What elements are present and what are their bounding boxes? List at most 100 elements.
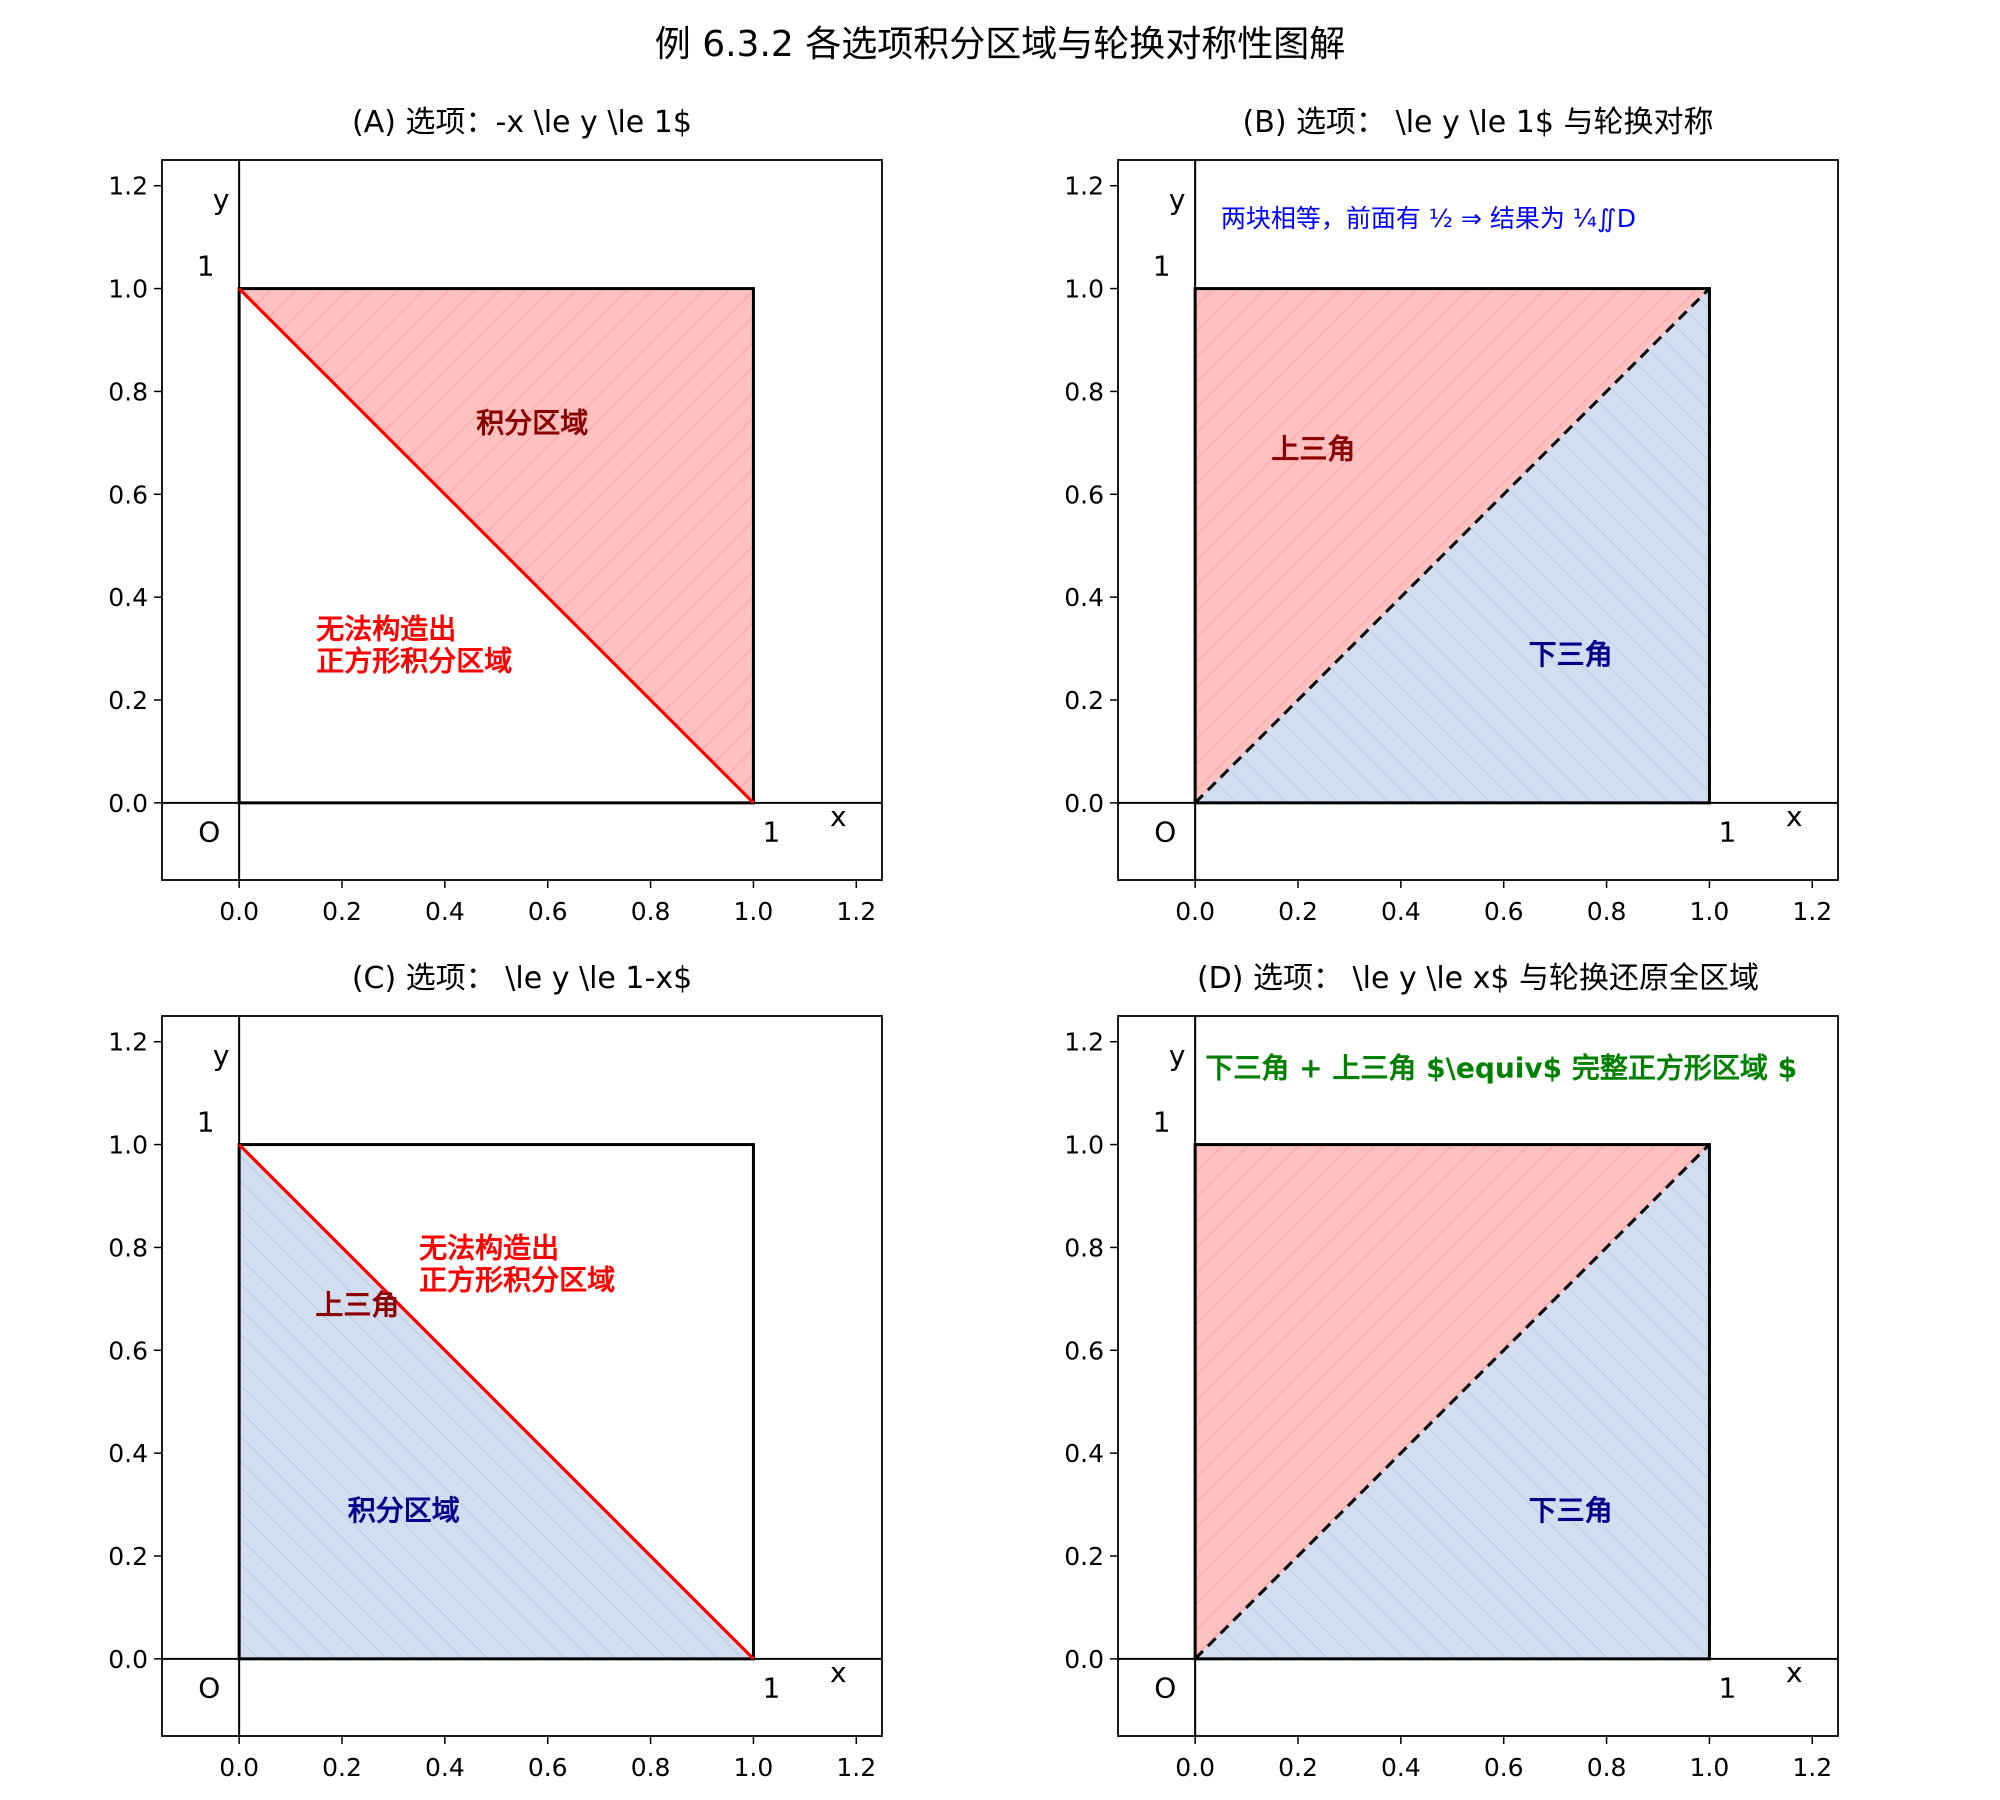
x-axis-letter: x <box>1786 800 1803 833</box>
y-axis-letter: y <box>213 183 230 216</box>
origin-label: O <box>1154 1671 1176 1704</box>
x-tick-label: 0.6 <box>528 1753 568 1782</box>
x-tick-label: 0.0 <box>219 1753 259 1782</box>
panel-d: (D) 选项： \le y \le x$ 与轮换还原全区域 0.0 0.0 0.2 0.… <box>1064 961 1839 1782</box>
x-one-label: 1 <box>763 1671 781 1704</box>
plot-frame <box>1117 1015 1839 1737</box>
diagonal-line <box>1194 1143 1711 1660</box>
annotation-text: 下三角 <box>1529 638 1613 671</box>
y-tick-label: 0.8 <box>108 377 148 406</box>
x-tick-label: 0.6 <box>1484 1753 1524 1782</box>
x-tick-label: 0.4 <box>1381 897 1421 926</box>
x-tick-label: 0.4 <box>425 897 465 926</box>
y-one-label: 1 <box>1153 1106 1171 1139</box>
x-tick-label: 0.8 <box>1587 1753 1627 1782</box>
y-axis-letter: y <box>1169 183 1186 216</box>
annotation-text: 无法构造出 <box>419 1232 559 1265</box>
annotation-text: 上三角 <box>1271 432 1355 465</box>
x-tick-label: 0.6 <box>528 897 568 926</box>
y-tick-label: 0.6 <box>1064 480 1104 509</box>
panel-title: (B) 选项： \le y \le 1$ 与轮换对称 <box>1243 105 1714 140</box>
annotation-text: 正方形积分区域 <box>419 1264 615 1297</box>
panel-a: (A) 选项：-x \le y \le 1$ 0.0 0.0 0.2 0.2 0.4 0.4… <box>108 105 883 926</box>
y-tick-label: 1.2 <box>1064 1028 1104 1057</box>
x-tick-label: 0.8 <box>1587 897 1627 926</box>
y-tick-label: 0.4 <box>108 1439 148 1468</box>
y-tick-label: 0.8 <box>108 1233 148 1262</box>
y-tick-label: 1.2 <box>108 1028 148 1057</box>
x-tick-label: 0.2 <box>1278 1753 1318 1782</box>
diagonal-line <box>1194 287 1711 804</box>
x-tick-label: 1.0 <box>734 897 774 926</box>
x-tick-label: 0.0 <box>219 897 259 926</box>
x-one-label: 1 <box>763 815 781 848</box>
y-tick-label: 0.0 <box>108 789 148 818</box>
y-tick-label: 0.6 <box>1064 1336 1104 1365</box>
x-tick-label: 0.8 <box>631 1753 671 1782</box>
x-tick-label: 1.2 <box>836 897 876 926</box>
x-tick-label: 0.2 <box>1278 897 1318 926</box>
annotation-text: 上三角 <box>315 1288 399 1321</box>
x-tick-label: 1.2 <box>1792 1753 1832 1782</box>
x-tick-label: 0.6 <box>1484 897 1524 926</box>
antidiagonal-line <box>238 1143 755 1660</box>
upper-triangle-region-hatch <box>1195 288 1710 803</box>
y-tick-label: 1.0 <box>1064 275 1104 304</box>
panel-title: (C) 选项： \le y \le 1-x$ <box>352 961 692 996</box>
origin-label: O <box>1154 815 1176 848</box>
x-tick-label: 0.2 <box>322 897 362 926</box>
annotation-text: 无法构造出 <box>316 612 456 645</box>
panel-c: (C) 选项： \le y \le 1-x$ 0.0 0.0 0.2 0.2 0.4 0.4… <box>108 961 883 1782</box>
annotation-text: 积分区域 <box>476 407 588 440</box>
annotation-text: 正方形积分区域 <box>316 644 512 677</box>
plot-frame <box>1117 159 1839 881</box>
y-tick-label: 0.8 <box>1064 1233 1104 1262</box>
x-tick-label: 0.0 <box>1175 897 1215 926</box>
y-tick-label: 0.2 <box>108 686 148 715</box>
y-one-label: 1 <box>1153 250 1171 283</box>
plot-frame <box>161 159 883 881</box>
x-tick-label: 1.2 <box>1792 897 1832 926</box>
y-tick-label: 0.0 <box>108 1645 148 1674</box>
x-tick-label: 0.0 <box>1175 1753 1215 1782</box>
y-tick-label: 0.6 <box>108 1336 148 1365</box>
y-axis-letter: y <box>1169 1039 1186 1072</box>
y-axis-letter: y <box>213 1039 230 1072</box>
y-tick-label: 0.8 <box>1064 377 1104 406</box>
x-one-label: 1 <box>1719 1671 1737 1704</box>
y-one-label: 1 <box>197 1106 215 1139</box>
y-tick-label: 1.2 <box>1064 172 1104 201</box>
panel-title: (D) 选项： \le y \le x$ 与轮换还原全区域 <box>1197 961 1759 996</box>
panel-title: (A) 选项：-x \le y \le 1$ <box>352 105 692 140</box>
y-tick-label: 1.2 <box>108 172 148 201</box>
annotation-text: 积分区域 <box>348 1494 460 1527</box>
y-tick-label: 0.4 <box>1064 1439 1104 1468</box>
y-tick-label: 0.2 <box>108 1542 148 1571</box>
panel-b: (B) 选项： \le y \le 1$ 与轮换对称 0.0 0.0 0.2 0.2 0.… <box>1064 105 1839 926</box>
x-tick-label: 1.0 <box>734 1753 774 1782</box>
x-axis-letter: x <box>1786 1656 1803 1689</box>
y-tick-label: 0.2 <box>1064 1542 1104 1571</box>
origin-label: O <box>198 1671 220 1704</box>
antidiagonal-line <box>238 287 755 804</box>
y-tick-label: 0.6 <box>108 480 148 509</box>
x-one-label: 1 <box>1719 815 1737 848</box>
origin-label: O <box>198 815 220 848</box>
annotation-text: 下三角 + 上三角 $\equiv$ 完整正方形区域 $ <box>1205 1052 1797 1085</box>
x-tick-label: 0.4 <box>1381 1753 1421 1782</box>
y-one-label: 1 <box>197 250 215 283</box>
annotation-text: 两块相等，前面有 ½ ⇒ 结果为 ¼∬D <box>1221 204 1636 233</box>
y-tick-label: 0.2 <box>1064 686 1104 715</box>
x-axis-letter: x <box>830 800 847 833</box>
x-tick-label: 1.2 <box>836 1753 876 1782</box>
y-tick-label: 0.4 <box>108 583 148 612</box>
y-tick-label: 1.0 <box>108 1131 148 1160</box>
figure-title: 例 6.3.2 各选项积分区域与轮换对称性图解 <box>655 24 1346 65</box>
x-tick-label: 0.2 <box>322 1753 362 1782</box>
y-tick-label: 1.0 <box>1064 1131 1104 1160</box>
x-tick-label: 0.8 <box>631 897 671 926</box>
x-tick-label: 1.0 <box>1690 1753 1730 1782</box>
annotation-text: 下三角 <box>1529 1494 1613 1527</box>
x-tick-label: 0.4 <box>425 1753 465 1782</box>
